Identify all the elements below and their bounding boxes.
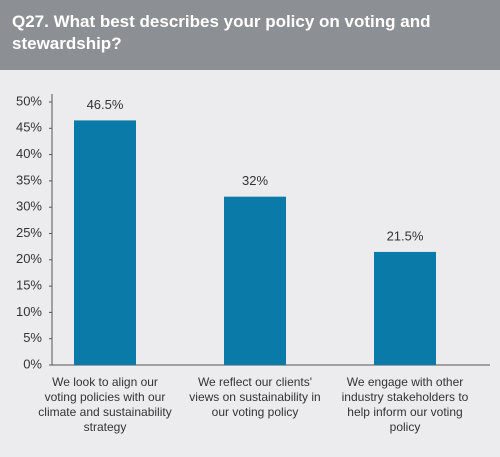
y-tick-label: 35% xyxy=(16,172,42,187)
y-tick-label: 30% xyxy=(16,199,42,214)
value-label: 21.5% xyxy=(387,228,424,243)
value-label: 32% xyxy=(242,173,268,188)
y-tick-label: 0% xyxy=(23,356,42,371)
y-tick-label: 20% xyxy=(16,251,42,266)
bar xyxy=(374,251,436,365)
y-tick-label: 50% xyxy=(16,93,42,108)
x-tick-label: We look to align our voting policies wit… xyxy=(38,375,172,434)
y-tick-label: 15% xyxy=(16,278,42,293)
chart-title: Q27. What best describes your policy on … xyxy=(12,12,431,53)
value-label: 46.5% xyxy=(87,97,124,112)
x-tick-label: We reflect our clients' views on sustain… xyxy=(189,375,321,419)
header-band: Q27. What best describes your policy on … xyxy=(0,0,500,70)
y-tick-label: 10% xyxy=(16,304,42,319)
y-tick-label: 45% xyxy=(16,120,42,135)
bar xyxy=(74,120,136,365)
bar xyxy=(224,196,286,365)
y-tick-label: 40% xyxy=(16,146,42,161)
y-tick-label: 25% xyxy=(16,225,42,240)
x-tick-label: We engage with other industry stakeholde… xyxy=(341,375,469,434)
y-tick-label: 5% xyxy=(23,330,42,345)
